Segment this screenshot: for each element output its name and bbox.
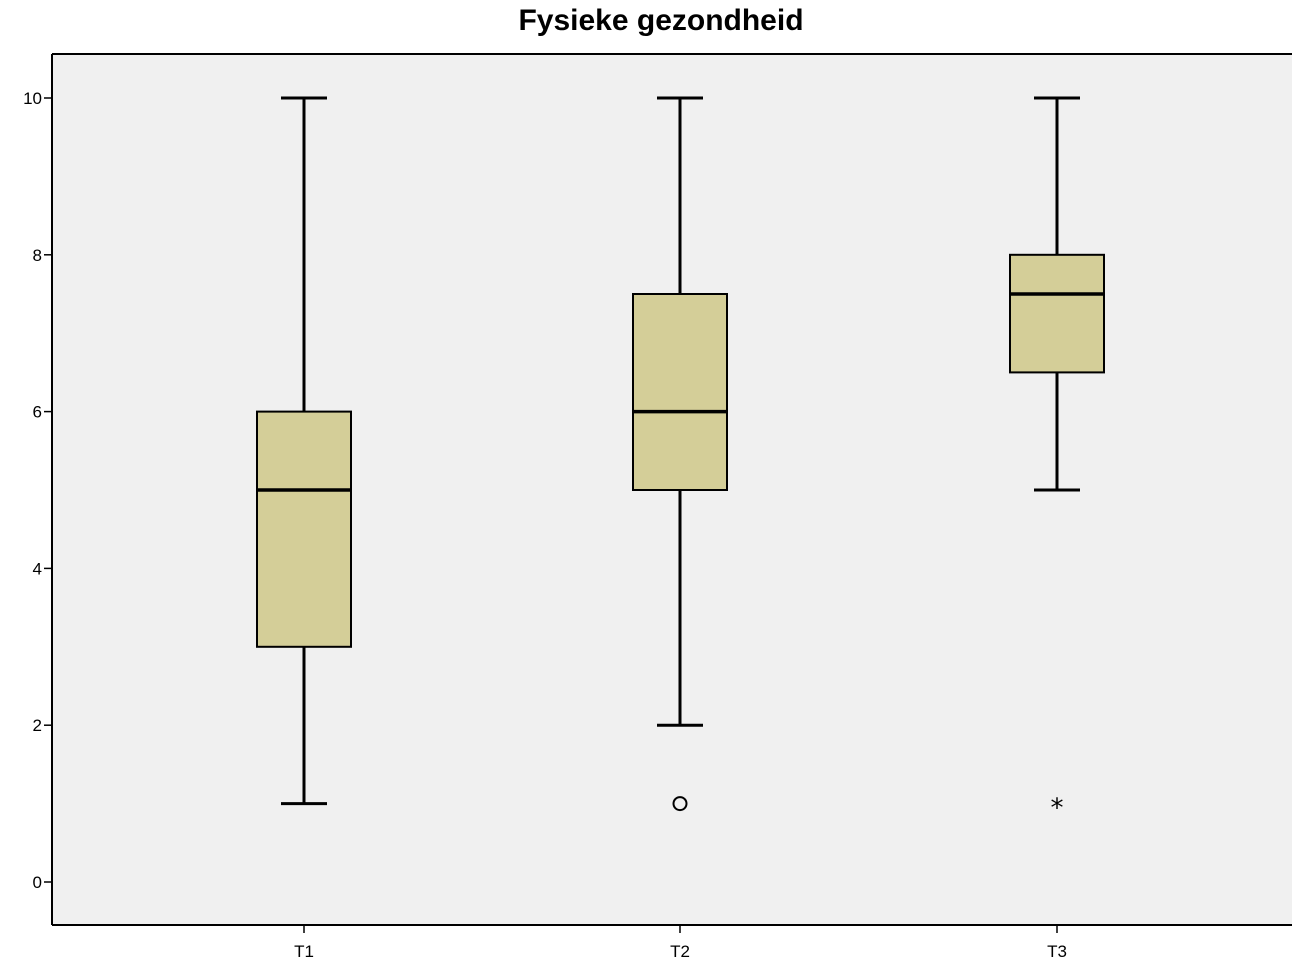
y-tick-label-0: 0 [33,873,42,892]
outlier-T2-0 [672,796,688,812]
y-tick-label-4: 4 [33,559,42,578]
box-T1 [256,410,352,648]
x-tick-label-T2: T2 [670,942,690,961]
y-tick-label-10: 10 [23,89,42,108]
y-tick-label-2: 2 [33,716,42,735]
box-T3 [1009,253,1105,374]
chart-title: Fysieke gezondheid [518,4,804,37]
box-T2 [632,293,728,491]
x-tick-label-T1: T1 [294,942,314,961]
extreme-T3-0: * [1051,794,1064,824]
y-tick-label-8: 8 [33,246,42,265]
y-tick-label-6: 6 [33,403,42,422]
x-tick-label-T3: T3 [1047,942,1067,961]
